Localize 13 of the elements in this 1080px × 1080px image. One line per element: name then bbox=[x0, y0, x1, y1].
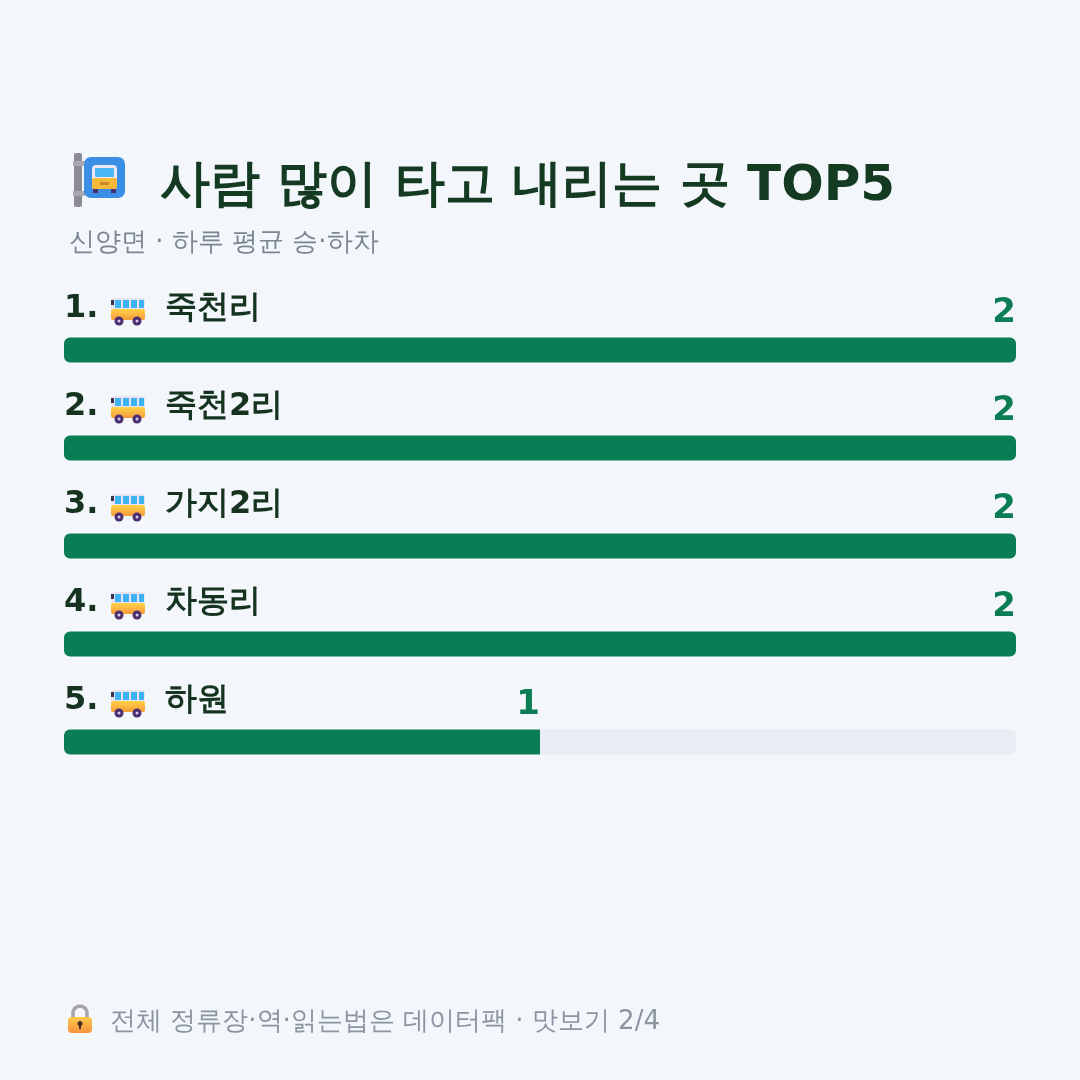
text: 전체 정류장·역·읽는법은 데이터팩 · 맛보기 2/4 bbox=[110, 1005, 660, 1035]
data-label: 1 bbox=[516, 682, 540, 722]
chart-subtitle: 신양면 · 하루 평균 승·하차 bbox=[69, 226, 379, 256]
data-label: 2 bbox=[992, 290, 1016, 330]
data-label: 2 bbox=[992, 486, 1016, 526]
data-label: 2 bbox=[992, 584, 1016, 624]
data-label: 2 bbox=[992, 388, 1016, 428]
category-label: 2. 죽천2리 bbox=[64, 385, 284, 423]
chart-title: 사람 많이 타고 내리는 곳 TOP5 bbox=[160, 154, 896, 212]
category-label: 1. 죽천리 bbox=[64, 287, 261, 325]
category-label: 5. 하원 bbox=[64, 679, 229, 717]
category-label: 3. 가지2리 bbox=[64, 483, 284, 521]
category-label: 4. 차동리 bbox=[64, 581, 261, 619]
